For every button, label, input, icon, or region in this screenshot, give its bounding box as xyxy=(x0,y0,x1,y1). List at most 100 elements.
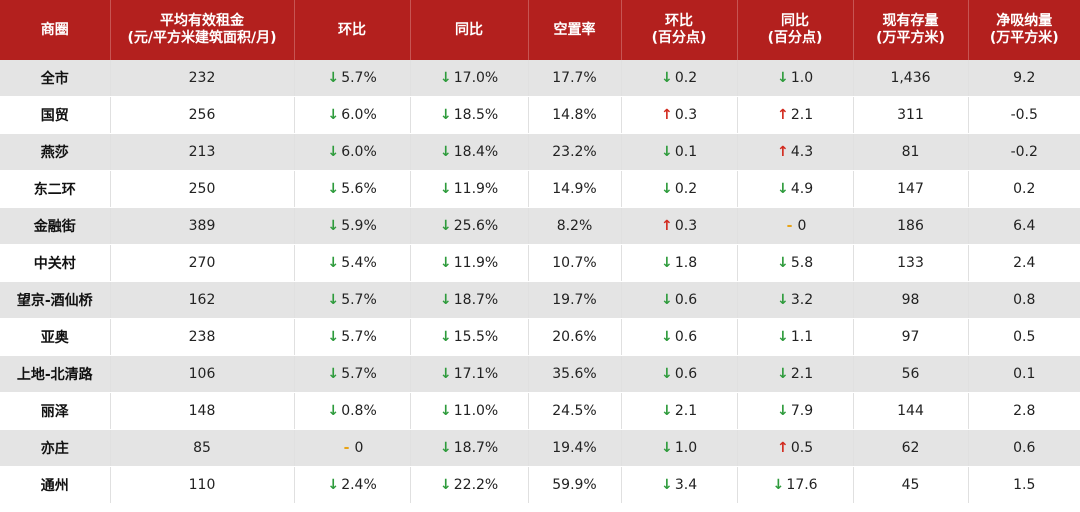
header-district: 商圈 xyxy=(0,0,111,60)
change-value: 0.3 xyxy=(674,107,698,123)
table-row: 亦庄 85-0 ↓ 18.7% 19.4% ↓ 1.0 ↑ 0.5 62 0.6 xyxy=(0,429,1080,467)
avg-rent-cell: 256 xyxy=(110,96,295,134)
net-absorption-cell: 0.6 xyxy=(968,429,1080,467)
table-row: 望京-酒仙桥 162 ↓ 5.7% ↓ 18.7% 19.7% ↓ 0.6 ↓ 3.2 98 0.8 xyxy=(0,281,1080,319)
net-absorption-cell: -0.2 xyxy=(968,133,1080,171)
arrow-down-icon: ↓ xyxy=(327,218,340,234)
avg-rent-cell: 106 xyxy=(110,355,295,393)
rent-qoq-cell: ↓ 5.7% xyxy=(294,281,411,319)
vacancy-qoq-cell: ↓ 0.6 xyxy=(621,355,738,393)
arrow-down-icon: ↓ xyxy=(439,440,452,456)
change-value: 6.0% xyxy=(341,107,377,123)
table-row: 中关村 270 ↓ 5.4% ↓ 11.9% 10.7% ↓ 1.8 ↓ 5.8 133 2.4 xyxy=(0,244,1080,282)
avg-rent-cell: 232 xyxy=(110,60,295,97)
table-row: 东二环 250 ↓ 5.6% ↓ 11.9% 14.9% ↓ 0.2 ↓ 4.9 147 0.2 xyxy=(0,170,1080,208)
vacancy-cell: 19.7% xyxy=(528,281,622,319)
vacancy-yoy-cell: ↑ 0.5 xyxy=(737,429,854,467)
change-value: 1.0 xyxy=(790,70,814,86)
arrow-down-icon: ↓ xyxy=(327,144,340,160)
net-absorption-cell: 2.8 xyxy=(968,392,1080,430)
stock-cell: 62 xyxy=(853,429,969,467)
rent-qoq-cell: ↓ 5.7% xyxy=(294,318,411,356)
district-name: 国贸 xyxy=(0,96,111,134)
table-row: 金融街 389 ↓ 5.9% ↓ 25.6% 8.2% ↑ 0.3-0 186 6.4 xyxy=(0,207,1080,245)
arrow-down-icon: ↓ xyxy=(776,403,789,419)
arrow-down-icon: ↓ xyxy=(660,403,673,419)
change-value: 17.1% xyxy=(453,366,499,382)
table-row: 国贸 256 ↓ 6.0% ↓ 18.5% 14.8% ↑ 0.3 ↑ 2.1 311 -0.5 xyxy=(0,96,1080,134)
change-value: 5.4% xyxy=(341,255,377,271)
rent-qoq-cell: ↓ 5.7% xyxy=(294,355,411,393)
arrow-down-icon: ↓ xyxy=(660,477,673,493)
arrow-down-icon: ↓ xyxy=(439,403,452,419)
rent-yoy-cell: ↓ 18.5% xyxy=(410,96,529,134)
change-value: 18.7% xyxy=(453,292,499,308)
arrow-up-icon: ↑ xyxy=(776,107,789,123)
district-name: 东二环 xyxy=(0,170,111,208)
stock-cell: 133 xyxy=(853,244,969,282)
vacancy-yoy-cell: ↓ 2.1 xyxy=(737,355,854,393)
arrow-down-icon: ↓ xyxy=(439,292,452,308)
vacancy-yoy-cell: ↑ 4.3 xyxy=(737,133,854,171)
change-value: 17.0% xyxy=(453,70,499,86)
vacancy-yoy-cell: ↓ 17.6 xyxy=(737,466,854,504)
arrow-up-icon: ↑ xyxy=(776,144,789,160)
net-absorption-cell: 9.2 xyxy=(968,60,1080,97)
vacancy-qoq-cell: ↓ 0.6 xyxy=(621,318,738,356)
district-name: 亚奥 xyxy=(0,318,111,356)
header-avg-rent: 平均有效租金 (元/平方米建筑面积/月) xyxy=(110,0,295,60)
arrow-up-icon: ↑ xyxy=(660,218,673,234)
change-value: 3.2 xyxy=(790,292,814,308)
rent-yoy-cell: ↓ 11.9% xyxy=(410,244,529,282)
vacancy-qoq-cell: ↑ 0.3 xyxy=(621,207,738,245)
avg-rent-cell: 110 xyxy=(110,466,295,504)
table-row: 上地-北清路 106 ↓ 5.7% ↓ 17.1% 35.6% ↓ 0.6 ↓ 2.1 56 0.1 xyxy=(0,355,1080,393)
change-value: 18.5% xyxy=(453,107,499,123)
change-value: 7.9 xyxy=(790,403,814,419)
rent-qoq-cell: -0 xyxy=(294,429,411,467)
rent-qoq-cell: ↓ 0.8% xyxy=(294,392,411,430)
change-value: 11.9% xyxy=(453,181,499,197)
net-absorption-cell: 1.5 xyxy=(968,466,1080,504)
net-absorption-cell: 0.2 xyxy=(968,170,1080,208)
arrow-down-icon: ↓ xyxy=(776,181,789,197)
arrow-down-icon: ↓ xyxy=(327,255,340,271)
stock-cell: 98 xyxy=(853,281,969,319)
avg-rent-cell: 85 xyxy=(110,429,295,467)
rent-qoq-cell: ↓ 5.4% xyxy=(294,244,411,282)
rent-yoy-cell: ↓ 17.1% xyxy=(410,355,529,393)
stock-cell: 311 xyxy=(853,96,969,134)
change-value: 15.5% xyxy=(453,329,499,345)
arrow-down-icon: ↓ xyxy=(776,292,789,308)
arrow-down-icon: ↓ xyxy=(776,255,789,271)
change-value: 0.1 xyxy=(674,144,698,160)
arrow-down-icon: ↓ xyxy=(660,292,673,308)
vacancy-yoy-cell: -0 xyxy=(737,207,854,245)
arrow-down-icon: ↓ xyxy=(327,329,340,345)
arrow-down-icon: ↓ xyxy=(660,181,673,197)
change-value: 5.7% xyxy=(341,366,377,382)
change-value: 11.0% xyxy=(453,403,499,419)
arrow-down-icon: ↓ xyxy=(327,366,340,382)
vacancy-cell: 17.7% xyxy=(528,60,622,97)
district-name: 上地-北清路 xyxy=(0,355,111,393)
stock-cell: 45 xyxy=(853,466,969,504)
arrow-down-icon: ↓ xyxy=(439,181,452,197)
district-name: 亦庄 xyxy=(0,429,111,467)
change-value: 2.1 xyxy=(790,107,814,123)
arrow-flat-icon: - xyxy=(343,440,350,456)
rent-yoy-cell: ↓ 18.7% xyxy=(410,429,529,467)
table-row: 丽泽 148 ↓ 0.8% ↓ 11.0% 24.5% ↓ 2.1 ↓ 7.9 144 2.8 xyxy=(0,392,1080,430)
change-value: 2.1 xyxy=(790,366,814,382)
change-value: 11.9% xyxy=(453,255,499,271)
stock-cell: 186 xyxy=(853,207,969,245)
avg-rent-cell: 389 xyxy=(110,207,295,245)
change-value: 25.6% xyxy=(453,218,499,234)
change-value: 5.9% xyxy=(341,218,377,234)
vacancy-cell: 59.9% xyxy=(528,466,622,504)
arrow-down-icon: ↓ xyxy=(327,477,340,493)
change-value: 0.5 xyxy=(790,440,814,456)
avg-rent-cell: 162 xyxy=(110,281,295,319)
vacancy-yoy-cell: ↑ 2.1 xyxy=(737,96,854,134)
arrow-down-icon: ↓ xyxy=(439,70,452,86)
